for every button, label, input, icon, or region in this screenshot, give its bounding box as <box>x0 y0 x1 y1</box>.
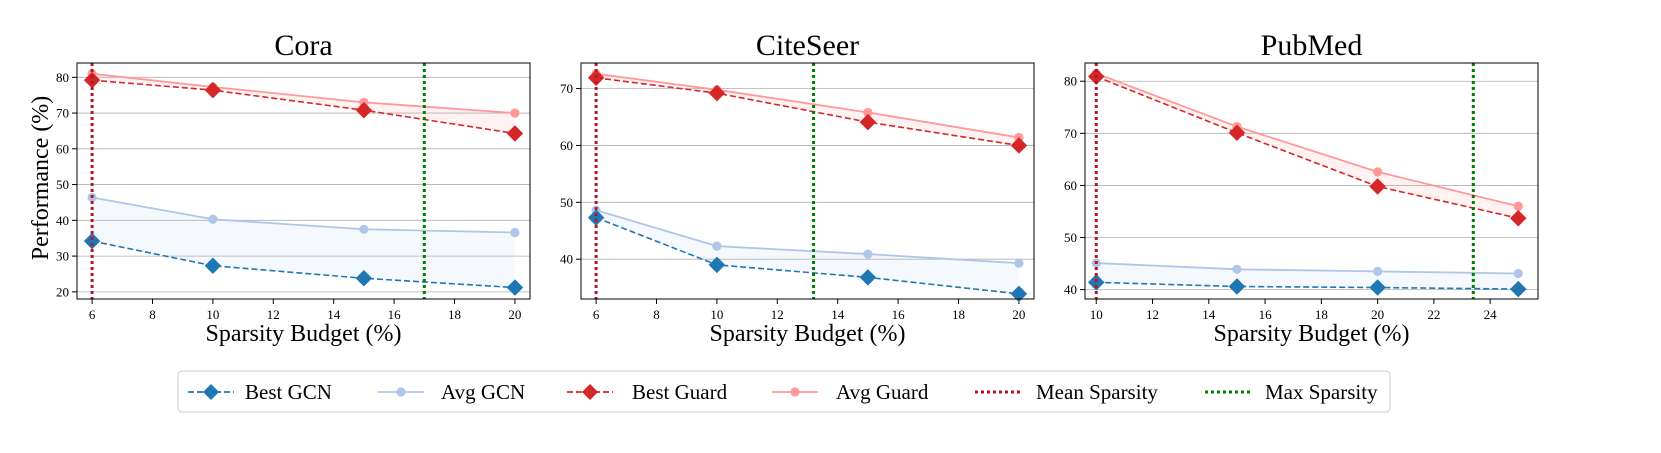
y-tick-label: 70 <box>56 106 69 121</box>
guard-range-band <box>1096 73 1518 218</box>
best-guard-line <box>596 78 1019 146</box>
y-tick-label: 80 <box>1064 74 1077 89</box>
panel-citeseer: 40 50 60 70 6 8 10 12 14 16 18 20 CiteSeer Sparsity B… <box>560 29 1034 347</box>
x-axis-label: Sparsity Budget (%) <box>710 321 906 347</box>
legend-marker <box>790 387 799 396</box>
x-tick-label: 18 <box>952 307 965 322</box>
guard-range-band <box>596 74 1019 146</box>
panel-pubmed: 40 50 60 70 80 10 12 14 16 18 20 22 24 PubMed Sparsity… <box>1064 29 1538 347</box>
avg-gcn-point <box>1373 267 1382 276</box>
x-tick-label: 8 <box>149 307 156 322</box>
x-tick-label: 10 <box>1090 307 1103 322</box>
y-tick-label: 20 <box>56 284 69 299</box>
avg-gcn-point <box>1514 269 1523 278</box>
y-tick-label: 40 <box>56 213 69 228</box>
legend-label: Max Sparsity <box>1265 380 1378 404</box>
x-tick-label: 16 <box>1259 307 1273 322</box>
x-tick-label: 12 <box>267 307 280 322</box>
x-axis-label: Sparsity Budget (%) <box>206 321 402 347</box>
x-tick-label: 6 <box>593 307 600 322</box>
legend-label: Avg Guard <box>836 380 929 404</box>
y-tick-label: 60 <box>1064 178 1077 193</box>
y-tick-label: 50 <box>56 177 69 192</box>
x-tick-label: 10 <box>206 307 219 322</box>
legend-label: Best Guard <box>632 380 728 404</box>
legend-label: Avg GCN <box>441 380 525 404</box>
gcn-range-band <box>596 210 1019 294</box>
avg-guard-point <box>1514 202 1523 211</box>
avg-gcn-point <box>712 242 721 251</box>
legend-label: Best GCN <box>245 380 332 404</box>
y-tick-label: 70 <box>560 81 573 96</box>
legend: Best GCN Avg GCN Best Guard Avg Guard Mean S… <box>178 371 1390 412</box>
x-tick-label: 20 <box>1012 307 1025 322</box>
y-tick-label: 80 <box>56 70 69 85</box>
avg-guard-point <box>1373 167 1382 176</box>
best-guard-point <box>205 82 221 98</box>
legend-marker <box>396 387 405 396</box>
avg-gcn-point <box>208 215 217 224</box>
avg-guard-point <box>510 108 519 117</box>
y-tick-label: 50 <box>560 195 573 210</box>
best-guard-line <box>92 80 515 133</box>
chart-title: Cora <box>274 29 332 62</box>
x-tick-label: 24 <box>1484 307 1498 322</box>
x-axis-label: Sparsity Budget (%) <box>1214 321 1410 347</box>
y-tick-label: 40 <box>560 252 573 267</box>
x-tick-label: 22 <box>1427 307 1440 322</box>
avg-gcn-point <box>1232 265 1241 274</box>
avg-gcn-point <box>863 249 872 258</box>
avg-gcn-point <box>510 228 519 237</box>
y-tick-label: 60 <box>560 138 573 153</box>
panel-cora: 20 30 40 50 60 70 80 6 8 10 12 14 16 18 20 Cora Sparsity… <box>56 29 530 347</box>
y-tick-label: 70 <box>1064 126 1077 141</box>
x-tick-label: 12 <box>1146 307 1159 322</box>
y-tick-label: 50 <box>1064 230 1077 245</box>
x-tick-label: 14 <box>831 307 845 322</box>
x-tick-label: 16 <box>388 307 402 322</box>
x-tick-label: 6 <box>89 307 96 322</box>
legend-label: Mean Sparsity <box>1036 380 1158 404</box>
x-tick-label: 16 <box>892 307 906 322</box>
x-tick-label: 8 <box>653 307 660 322</box>
y-tick-label: 30 <box>56 249 69 264</box>
avg-gcn-point <box>359 225 368 234</box>
avg-guard-line <box>1096 73 1518 206</box>
x-tick-label: 14 <box>327 307 341 322</box>
gcn-range-band <box>1096 263 1518 289</box>
y-tick-label: 40 <box>1064 282 1077 297</box>
chart-title: CiteSeer <box>756 29 859 62</box>
x-tick-label: 20 <box>508 307 521 322</box>
x-tick-label: 18 <box>448 307 461 322</box>
y-tick-label: 60 <box>56 141 69 156</box>
best-guard-point <box>709 85 725 101</box>
x-tick-label: 14 <box>1202 307 1216 322</box>
x-tick-label: 20 <box>1371 307 1384 322</box>
x-tick-label: 10 <box>710 307 723 322</box>
x-tick-label: 18 <box>1315 307 1328 322</box>
y-axis-label: Performance (%) <box>28 96 54 261</box>
avg-guard-line <box>92 74 515 113</box>
gcn-range-band <box>92 197 515 287</box>
chart-title: PubMed <box>1261 29 1363 62</box>
x-tick-label: 12 <box>771 307 784 322</box>
avg-gcn-point <box>1014 259 1023 268</box>
